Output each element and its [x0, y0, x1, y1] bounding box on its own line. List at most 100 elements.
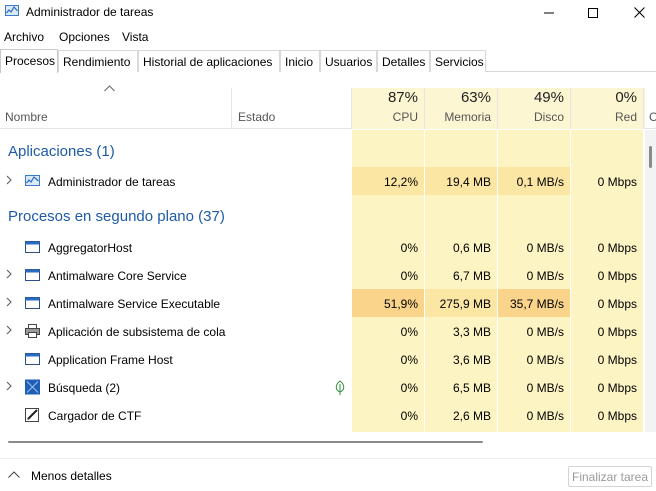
column-divider[interactable]	[231, 88, 232, 129]
column-next-partial[interactable]: C	[649, 110, 656, 124]
network-column-bg	[571, 130, 643, 432]
process-name: Búsqueda (2)	[48, 381, 121, 395]
process-name: Application Frame Host	[48, 353, 173, 367]
process-row[interactable]: Antimalware Core Service 0% 6,7 MB 0 MB/…	[0, 261, 645, 289]
tab-detalles[interactable]: Detalles	[377, 50, 430, 72]
group-title-background[interactable]: Procesos en segundo plano (37)	[8, 208, 225, 225]
network-cell: 0 Mbps	[597, 297, 637, 311]
network-cell: 0 Mbps	[597, 353, 637, 367]
memory-cell: 3,6 MB	[452, 353, 491, 367]
memory-cell: 6,7 MB	[452, 269, 491, 283]
cpu-cell: 0%	[400, 353, 418, 367]
title-bar: Administrador de tareas	[0, 0, 656, 25]
horizontal-scrollbar[interactable]	[0, 432, 645, 443]
minimize-icon	[544, 12, 554, 13]
vertical-scrollbar[interactable]	[645, 130, 656, 432]
window-app-icon	[25, 241, 40, 253]
close-icon	[633, 7, 645, 18]
minimize-button[interactable]	[526, 0, 572, 25]
memory-cell: 19,4 MB	[425, 167, 497, 195]
close-button[interactable]	[616, 0, 656, 25]
chevron-right-icon[interactable]	[6, 297, 12, 307]
task-manager-icon	[25, 175, 40, 186]
cpu-cell: 12,2%	[352, 167, 424, 195]
disk-cell: 35,7 MB/s	[498, 289, 570, 317]
column-divider[interactable]	[643, 88, 644, 129]
window-app-icon	[25, 353, 40, 365]
tab-servicios[interactable]: Servicios	[430, 50, 486, 72]
process-row[interactable]: Cargador de CTF 0% 2,6 MB 0 MB/s 0 Mbps	[0, 401, 645, 429]
tab-historial-aplicaciones[interactable]: Historial de aplicaciones	[138, 50, 280, 72]
cpu-cell: 0%	[400, 241, 418, 255]
horizontal-scroll-thumb[interactable]	[8, 441, 483, 443]
pen-icon	[25, 408, 39, 422]
column-cpu[interactable]: CPU	[392, 110, 418, 124]
disk-total[interactable]: 49%	[533, 89, 564, 106]
memory-total[interactable]: 63%	[460, 89, 491, 106]
cpu-total[interactable]: 87%	[387, 89, 418, 106]
network-total[interactable]: 0%	[615, 89, 637, 106]
window-app-icon	[25, 269, 40, 281]
cpu-cell: 0%	[400, 381, 418, 395]
disk-cell: 0 MB/s	[526, 409, 564, 423]
group-title-apps[interactable]: Aplicaciones (1)	[8, 143, 115, 160]
process-name: AggregatorHost	[48, 241, 133, 255]
process-row[interactable]: AggregatorHost 0% 0,6 MB 0 MB/s 0 Mbps	[0, 233, 645, 261]
column-memory[interactable]: Memoria	[444, 110, 491, 124]
sort-up-icon[interactable]	[104, 85, 115, 92]
header-heat-bg	[352, 88, 645, 129]
menu-bar: Archivo Opciones Vista	[0, 27, 656, 47]
footer-bar: Menos detalles Finalizar tarea	[0, 458, 656, 491]
column-divider[interactable]	[424, 88, 425, 129]
process-name: Aplicación de subsistema de cola	[48, 325, 226, 339]
network-cell: 0 Mbps	[597, 269, 637, 283]
column-divider[interactable]	[497, 88, 498, 129]
disk-cell: 0 MB/s	[526, 269, 564, 283]
column-header: Nombre Estado 87% CPU 63% Memoria 49% Di…	[0, 72, 656, 129]
chevron-right-icon[interactable]	[6, 381, 12, 391]
printer-icon	[25, 324, 40, 338]
menu-vista[interactable]: Vista	[122, 30, 149, 44]
column-divider[interactable]	[570, 88, 571, 129]
less-details-link[interactable]: Menos detalles	[31, 469, 112, 483]
network-cell: 0 Mbps	[597, 175, 637, 189]
column-network[interactable]: Red	[614, 110, 637, 124]
menu-archivo[interactable]: Archivo	[4, 30, 45, 44]
chevron-right-icon[interactable]	[6, 325, 12, 335]
menu-opciones[interactable]: Opciones	[59, 30, 110, 44]
leaf-icon	[335, 380, 345, 395]
disk-cell: 0 MB/s	[526, 241, 564, 255]
chevron-up-icon[interactable]	[8, 471, 20, 478]
tab-inicio[interactable]: Inicio	[280, 50, 320, 72]
process-row[interactable]: Administrador de tareas 12,2% 19,4 MB 0,…	[0, 167, 645, 195]
maximize-button[interactable]	[570, 0, 616, 25]
end-task-button[interactable]: Finalizar tarea	[568, 466, 652, 487]
window-title: Administrador de tareas	[26, 5, 154, 19]
disk-cell: 0 MB/s	[526, 381, 564, 395]
memory-cell: 2,6 MB	[452, 409, 491, 423]
maximize-icon	[588, 7, 598, 18]
process-row[interactable]: Application Frame Host 0% 3,6 MB 0 MB/s …	[0, 345, 645, 373]
chevron-right-icon[interactable]	[6, 269, 12, 279]
cpu-cell: 0%	[400, 269, 418, 283]
process-row[interactable]: Búsqueda (2) 0% 6,5 MB 0 MB/s 0 Mbps	[0, 373, 645, 401]
column-disk[interactable]: Disco	[533, 110, 564, 124]
chevron-right-icon[interactable]	[6, 175, 12, 185]
column-status[interactable]: Estado	[238, 110, 276, 124]
memory-cell: 6,5 MB	[452, 381, 491, 395]
cpu-cell: 51,9%	[352, 289, 424, 317]
search-app-icon	[25, 379, 40, 395]
network-cell: 0 Mbps	[597, 381, 637, 395]
vertical-scroll-thumb[interactable]	[649, 146, 652, 168]
process-row[interactable]: Aplicación de subsistema de cola 0% 3,3 …	[0, 317, 645, 345]
column-divider[interactable]	[351, 88, 352, 129]
tab-usuarios[interactable]: Usuarios	[320, 50, 377, 72]
column-name[interactable]: Nombre	[5, 110, 48, 124]
process-row[interactable]: Antimalware Service Executable 51,9% 275…	[0, 289, 645, 317]
network-cell: 0 Mbps	[597, 241, 637, 255]
tab-rendimiento[interactable]: Rendimiento	[58, 50, 138, 72]
tab-procesos[interactable]: Procesos	[0, 49, 58, 73]
process-name: Cargador de CTF	[48, 409, 142, 423]
memory-cell: 0,6 MB	[452, 241, 491, 255]
task-manager-icon	[5, 5, 19, 16]
